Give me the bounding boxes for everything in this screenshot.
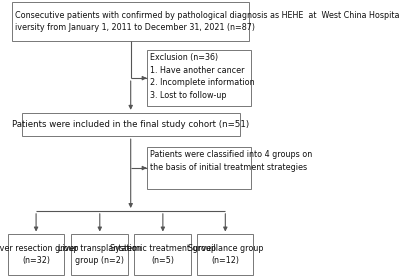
Text: Consecutive patients with confirmed by pathological diagnosis as HEHE  at  West : Consecutive patients with confirmed by p…: [15, 11, 400, 32]
FancyBboxPatch shape: [71, 234, 128, 275]
FancyBboxPatch shape: [134, 234, 191, 275]
FancyBboxPatch shape: [198, 234, 253, 275]
FancyBboxPatch shape: [12, 2, 250, 41]
Text: Systemic treatment group
(n=5): Systemic treatment group (n=5): [110, 244, 216, 265]
Text: Liver resection group
(n=32): Liver resection group (n=32): [0, 244, 79, 265]
FancyBboxPatch shape: [147, 51, 251, 106]
Text: Patients were classified into 4 groups on
the basis of initial treatment strateg: Patients were classified into 4 groups o…: [150, 150, 312, 172]
Text: Patients were included in the final study cohort (n=51): Patients were included in the final stud…: [12, 120, 249, 129]
Text: Exclusion (n=36)
1. Have another cancer
2. Incomplete information
3. Lost to fol: Exclusion (n=36) 1. Have another cancer …: [150, 53, 254, 100]
FancyBboxPatch shape: [8, 234, 64, 275]
FancyBboxPatch shape: [147, 147, 251, 189]
Text: Surveillance group
(n=12): Surveillance group (n=12): [188, 244, 263, 265]
Text: Liver transplantation
group (n=2): Liver transplantation group (n=2): [58, 244, 142, 265]
FancyBboxPatch shape: [22, 113, 240, 136]
